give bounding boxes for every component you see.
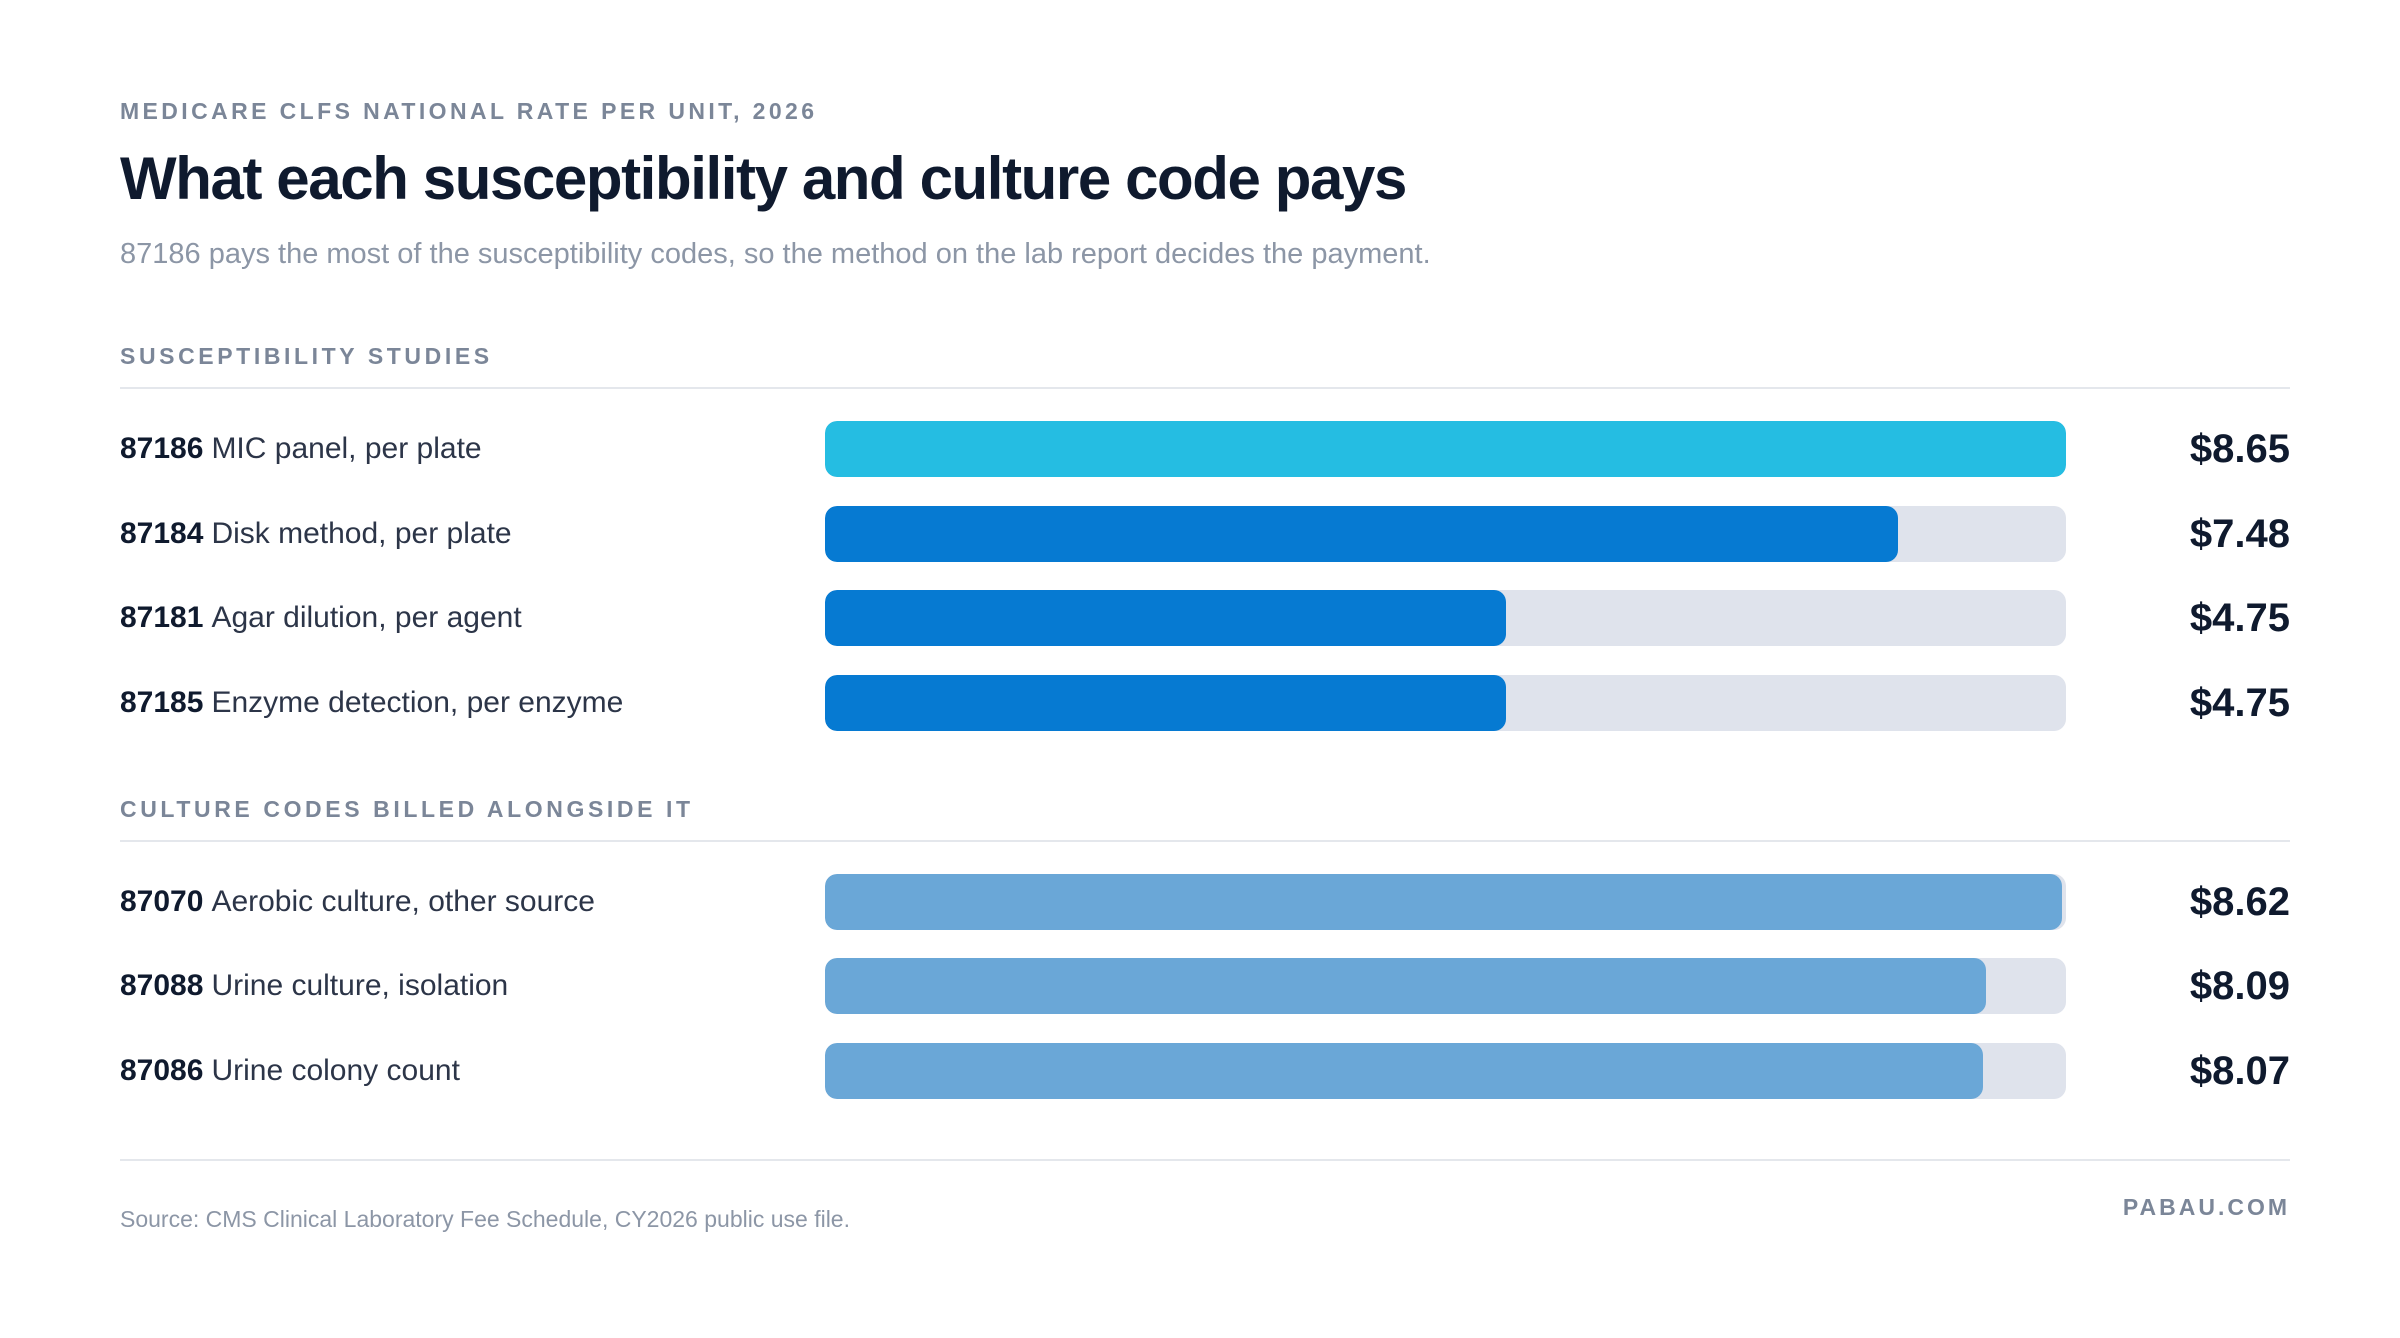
row-code: 87086 — [120, 1054, 204, 1087]
bar-fill-87185 — [825, 675, 1506, 731]
row-description: Aerobic culture, other source — [211, 885, 595, 918]
bar-row-87184: 87184 Disk method, per plate $7.48 — [120, 506, 2290, 562]
row-label: 87086 Urine colony count — [120, 1043, 460, 1099]
source-note: Source: CMS Clinical Laboratory Fee Sche… — [120, 1206, 850, 1232]
bar-track — [825, 675, 2066, 731]
bar-fill-87086 — [825, 1043, 1983, 1099]
bar-value-label: $8.09 — [2189, 964, 2290, 1008]
row-description: Urine colony count — [211, 1054, 460, 1087]
row-label: 87184 Disk method, per plate — [120, 506, 512, 562]
section-label-susceptibility: SUSCEPTIBILITY STUDIES — [120, 343, 493, 369]
row-description: Disk method, per plate — [211, 517, 512, 550]
bar-fill-87181 — [825, 590, 1506, 646]
bar-track — [825, 506, 2066, 562]
bar-track — [825, 958, 2066, 1014]
row-code: 87184 — [120, 517, 204, 550]
row-description: Agar dilution, per agent — [211, 601, 522, 634]
chart-subtitle: 87186 pays the most of the susceptibilit… — [120, 238, 1431, 270]
row-code: 87186 — [120, 432, 204, 465]
bar-row-87070: 87070 Aerobic culture, other source $8.62 — [120, 874, 2290, 930]
bar-track — [825, 874, 2066, 930]
chart-title: What each susceptibility and culture cod… — [120, 145, 1407, 212]
bar-value-label: $4.75 — [2189, 681, 2290, 725]
section-divider — [120, 387, 2290, 389]
bar-fill-87070 — [825, 874, 2062, 930]
bar-value-label: $4.75 — [2189, 596, 2290, 640]
chart-eyebrow: MEDICARE CLFS NATIONAL RATE PER UNIT, 20… — [120, 98, 818, 124]
row-code: 87185 — [120, 686, 204, 719]
row-description: Enzyme detection, per enzyme — [211, 686, 624, 719]
bar-value-label: $8.65 — [2189, 427, 2290, 471]
bar-fill-87186 — [825, 421, 2066, 477]
row-label: 87185 Enzyme detection, per enzyme — [120, 675, 623, 731]
row-label: 87088 Urine culture, isolation — [120, 958, 508, 1014]
row-description: Urine culture, isolation — [211, 969, 509, 1002]
bar-value-label: $7.48 — [2189, 512, 2290, 556]
footer-divider — [120, 1159, 2290, 1161]
chart-frame: MEDICARE CLFS NATIONAL RATE PER UNIT, 20… — [120, 0, 2290, 1338]
bar-track — [825, 1043, 2066, 1099]
bar-row-87186: 87186 MIC panel, per plate $8.65 — [120, 421, 2290, 477]
bar-row-87181: 87181 Agar dilution, per agent $4.75 — [120, 590, 2290, 646]
row-label: 87181 Agar dilution, per agent — [120, 590, 522, 646]
bar-row-87086: 87086 Urine colony count $8.07 — [120, 1043, 2290, 1099]
brand-link[interactable]: PABAU.COM — [2122, 1194, 2290, 1220]
section-label-culture: CULTURE CODES BILLED ALONGSIDE IT — [120, 796, 694, 822]
row-label: 87070 Aerobic culture, other source — [120, 874, 595, 930]
row-description: MIC panel, per plate — [211, 432, 482, 465]
bar-track — [825, 421, 2066, 477]
bar-value-label: $8.07 — [2189, 1049, 2290, 1093]
bar-value-label: $8.62 — [2189, 880, 2290, 924]
bar-fill-87184 — [825, 506, 1898, 562]
row-code: 87088 — [120, 969, 204, 1002]
row-code: 87070 — [120, 885, 204, 918]
section-divider — [120, 840, 2290, 842]
row-label: 87186 MIC panel, per plate — [120, 421, 482, 477]
bar-row-87088: 87088 Urine culture, isolation $8.09 — [120, 958, 2290, 1014]
row-code: 87181 — [120, 601, 204, 634]
bar-row-87185: 87185 Enzyme detection, per enzyme $4.75 — [120, 675, 2290, 731]
bar-fill-87088 — [825, 958, 1986, 1014]
bar-track — [825, 590, 2066, 646]
